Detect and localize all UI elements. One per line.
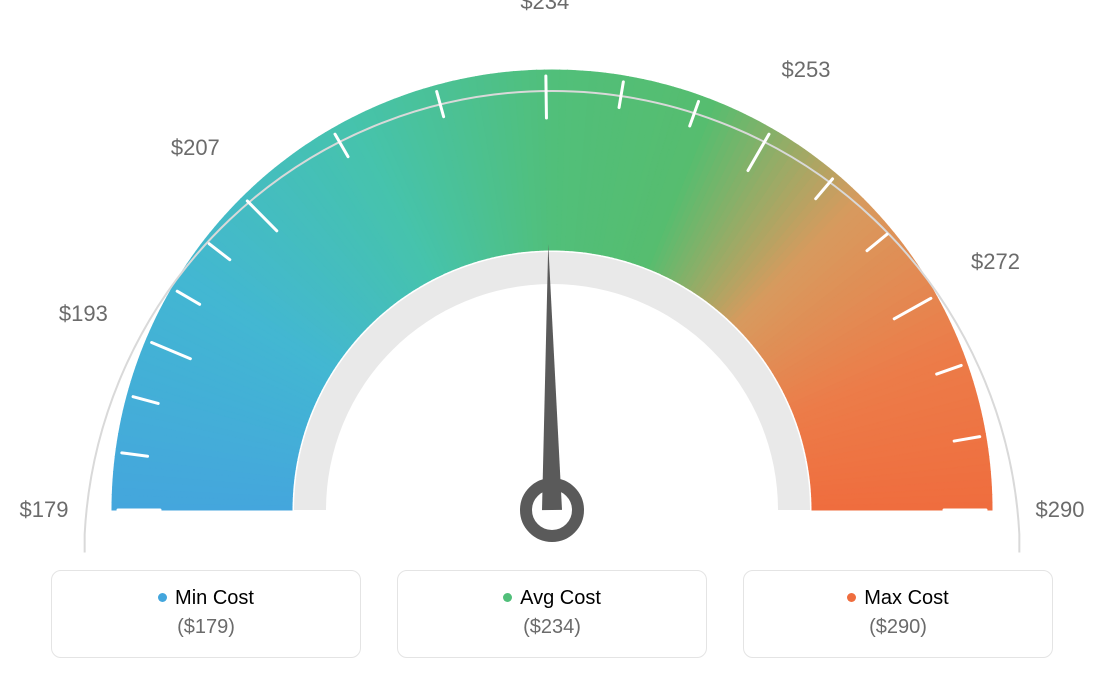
gauge-tick-label: $272 (971, 249, 1020, 275)
legend-value-min: ($179) (52, 616, 360, 639)
gauge-tick-label: $193 (59, 301, 108, 327)
gauge-svg (0, 0, 1104, 560)
legend-dot-avg (503, 593, 512, 602)
legend-dot-min (158, 593, 167, 602)
legend-card-avg: Avg Cost ($234) (397, 570, 707, 658)
legend-label: Min Cost (175, 587, 254, 609)
legend-label: Avg Cost (520, 587, 601, 609)
legend-card-max: Max Cost ($290) (743, 570, 1053, 658)
legend-card-min: Min Cost ($179) (51, 570, 361, 658)
gauge-tick-label: $207 (171, 135, 220, 161)
legend-row: Min Cost ($179) Avg Cost ($234) Max Cost… (0, 570, 1104, 658)
gauge-tick-label: $253 (782, 57, 831, 83)
legend-value-avg: ($234) (398, 616, 706, 639)
legend-value-max: ($290) (744, 616, 1052, 639)
cost-gauge: $179 $193 $207 $234 $253 $272 $290 (0, 0, 1104, 560)
gauge-tick-label: $290 (1036, 497, 1085, 523)
legend-title-avg: Avg Cost (398, 587, 706, 610)
legend-dot-max (847, 593, 856, 602)
gauge-tick-label: $179 (20, 497, 69, 523)
legend-title-min: Min Cost (52, 587, 360, 610)
legend-title-max: Max Cost (744, 587, 1052, 610)
gauge-tick-label: $234 (520, 0, 569, 15)
legend-label: Max Cost (864, 587, 948, 609)
